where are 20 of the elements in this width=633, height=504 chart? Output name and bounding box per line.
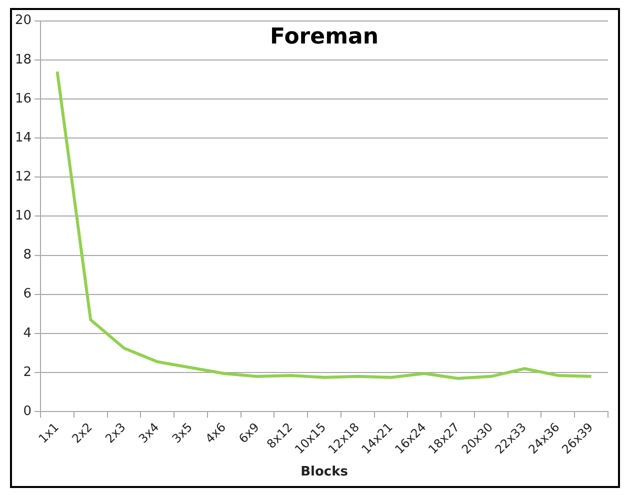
x-axis-title: Blocks: [300, 464, 348, 480]
x-tick-label: 2x2: [69, 420, 95, 446]
y-tick-label: 4: [23, 326, 32, 341]
x-tick-label: 3x5: [169, 420, 196, 446]
y-tick-label: 10: [14, 208, 32, 224]
y-tick-label: 12: [14, 169, 32, 184]
y-tick-label: 16: [14, 91, 32, 106]
y-tick-label: 18: [14, 52, 32, 68]
chart-title: Foreman: [270, 24, 378, 50]
y-tick-label: 8: [23, 248, 32, 263]
y-tick-label: 2: [23, 364, 32, 380]
x-tick-label: 6x9: [236, 420, 262, 446]
y-tick-label: 6: [23, 286, 32, 302]
y-tick-label: 20: [14, 13, 32, 28]
x-tick-label: 1x1: [36, 420, 62, 446]
x-tick-label: 3x4: [136, 420, 162, 446]
x-tick-label: 4x6: [202, 420, 228, 446]
x-tick-label: 2x3: [102, 420, 128, 446]
y-tick-label: 0: [23, 404, 32, 419]
y-tick-label: 14: [14, 130, 32, 146]
